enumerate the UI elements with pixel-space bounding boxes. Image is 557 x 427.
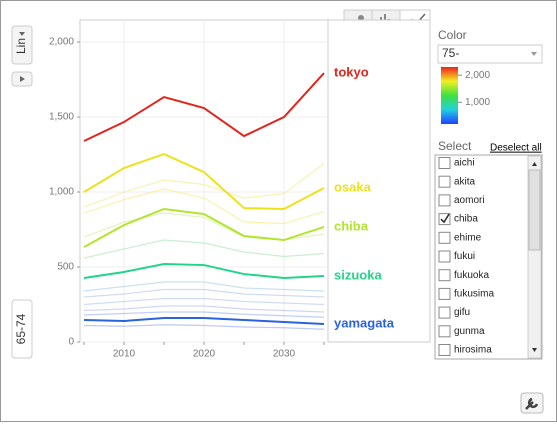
color-dropdown[interactable] <box>437 44 543 64</box>
background-line <box>83 239 325 259</box>
dropdown-arrow <box>19 32 25 36</box>
plot-frame <box>79 19 431 343</box>
checkbox[interactable] <box>438 344 451 356</box>
checkbox[interactable] <box>438 175 451 188</box>
series-line <box>83 263 325 279</box>
background-line <box>83 188 325 225</box>
select-list <box>434 154 543 360</box>
deselect-all[interactable]: Deselect all <box>490 143 542 154</box>
y-tick-label: 1,000 <box>49 187 74 198</box>
y-variable-text: 65-74 <box>14 313 28 344</box>
x-tick-label: 2030 <box>273 349 296 360</box>
checkbox[interactable] <box>438 231 451 244</box>
series-line <box>83 317 325 326</box>
y-tick-label: 500 <box>57 262 74 273</box>
background-line <box>83 311 325 318</box>
x-tick-label: 2020 <box>193 349 216 360</box>
color-tick-label: 1,000 <box>465 97 490 108</box>
list-item: fukuoka <box>454 270 489 281</box>
list-item: ehime <box>454 232 482 243</box>
checkbox[interactable] <box>438 250 451 263</box>
background-line <box>83 163 325 208</box>
y-tick-label: 1,500 <box>49 112 74 123</box>
list-item: gunma <box>454 326 485 337</box>
checkbox[interactable] <box>438 194 451 207</box>
color-variable: 75- <box>442 46 459 60</box>
list-item: chiba <box>454 214 478 225</box>
checkbox[interactable] <box>438 269 451 282</box>
wrench-icon <box>525 397 539 410</box>
color-bar <box>441 67 458 124</box>
color-tick-label: 2,000 <box>465 70 490 81</box>
series-label: yamagata <box>334 315 395 330</box>
background-line <box>83 297 325 306</box>
scale-button[interactable] <box>11 25 33 65</box>
series-label: tokyo <box>334 65 369 80</box>
background-line <box>83 305 325 313</box>
list-item: akita <box>454 176 476 187</box>
scale-text: Lin <box>14 38 28 54</box>
y-tick-label: 2,000 <box>49 37 74 48</box>
dropdown-arrow <box>531 52 537 56</box>
background-line <box>83 281 325 292</box>
list-item: fukusima <box>454 289 494 300</box>
checkbox[interactable] <box>438 287 451 300</box>
list-item: gifu <box>454 307 470 318</box>
expand-arrow <box>20 76 25 82</box>
series-label: chiba <box>334 218 369 233</box>
color-label: Color <box>438 28 467 42</box>
scroll-thumb[interactable] <box>528 169 541 251</box>
y-tick-label: 0 <box>68 337 74 348</box>
series-label: sizuoka <box>334 267 382 282</box>
select-label: Select <box>438 139 472 153</box>
checkbox[interactable] <box>438 325 451 338</box>
checkbox[interactable] <box>438 306 451 319</box>
series-line <box>83 72 325 142</box>
background-line <box>83 288 325 298</box>
checkbox[interactable] <box>438 213 451 226</box>
checkbox[interactable] <box>438 157 451 169</box>
series-label: osaka <box>334 179 372 194</box>
list-item: aichi <box>454 158 475 169</box>
series-line <box>83 153 325 210</box>
x-tick-label: 2010 <box>113 349 136 360</box>
checkmark <box>440 213 450 224</box>
y-variable-button[interactable] <box>11 299 33 359</box>
list-item: aomori <box>454 195 485 206</box>
series-line <box>83 207 325 248</box>
background-line <box>83 324 325 330</box>
list-item: fukui <box>454 251 475 262</box>
list-item: hirosima <box>454 345 492 356</box>
